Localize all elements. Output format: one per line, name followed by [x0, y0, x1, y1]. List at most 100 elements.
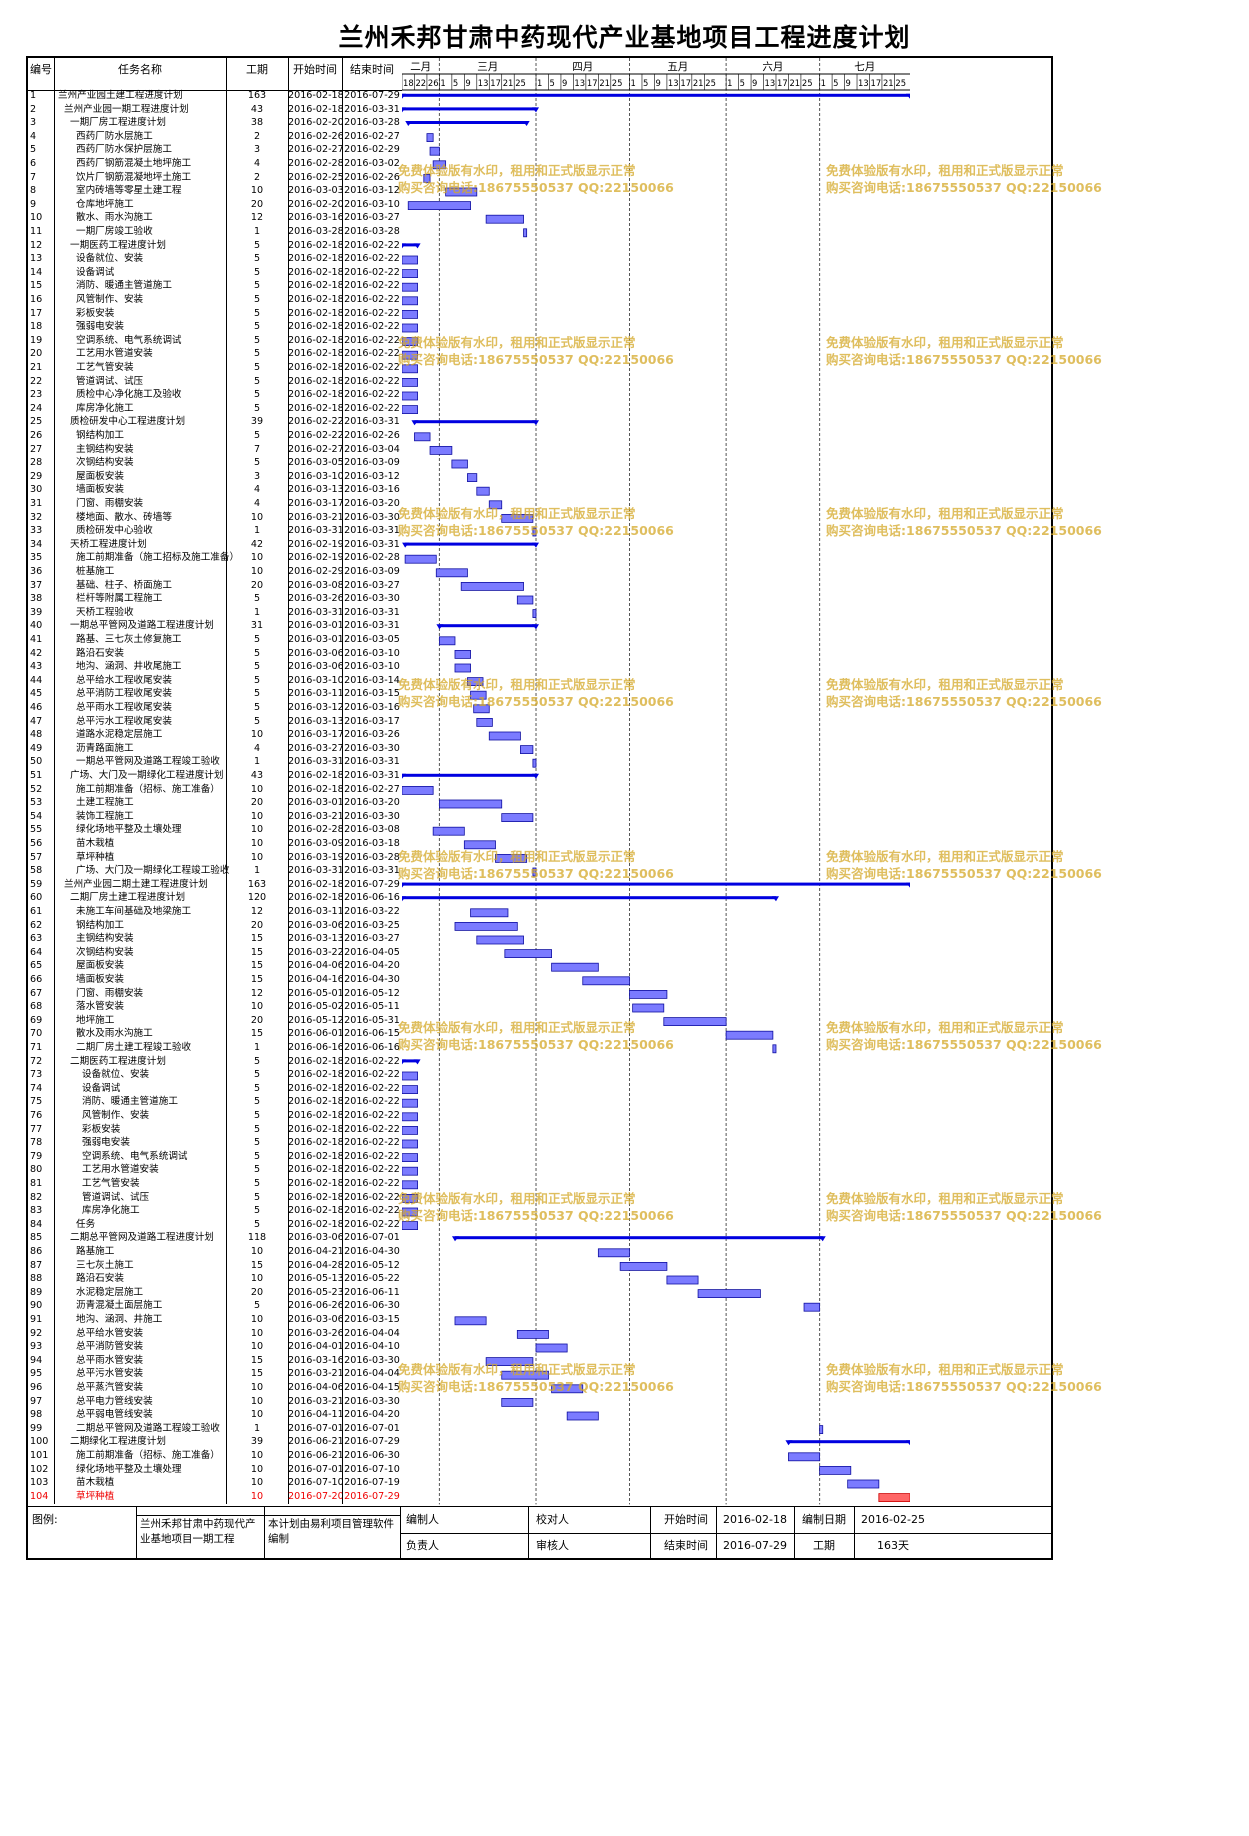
task-end: 2016-03-31	[344, 606, 400, 618]
table-row: 52 施工前期准备（招标、施工准备） 10 2016-02-18 2016-02-27	[28, 783, 402, 799]
task-duration: 5	[253, 688, 261, 700]
task-name: 一期厂房工程进度计划	[70, 117, 166, 129]
task-bar	[532, 609, 537, 618]
task-duration: 20	[250, 198, 264, 210]
task-end: 2016-04-20	[344, 1409, 400, 1421]
task-start: 2016-03-17	[288, 729, 342, 741]
table-row: 17 彩板安装 5 2016-02-18 2016-02-22	[28, 307, 402, 323]
task-end: 2016-04-15	[344, 1382, 400, 1393]
task-duration: 5	[253, 375, 261, 387]
task-start: 2016-06-16	[288, 1042, 342, 1053]
day-tick-label: 21	[693, 78, 704, 88]
footer-date-value: 2016-02-25	[861, 1513, 925, 1527]
task-start: 2016-02-18	[288, 266, 342, 278]
task-duration: 1	[253, 1422, 261, 1434]
summary-bar	[414, 420, 537, 424]
task-name: 水泥稳定层施工	[76, 1286, 144, 1298]
task-bar	[445, 187, 478, 197]
day-tick-label: 1	[440, 78, 445, 88]
summary-bar-start-marker	[402, 1059, 406, 1065]
summary-bar	[402, 773, 537, 777]
task-start: 2016-03-21	[288, 1395, 342, 1407]
task-bar	[501, 1370, 549, 1380]
task-start: 2016-03-06	[288, 919, 342, 931]
task-id: 77	[30, 1123, 43, 1135]
task-end: 2016-03-28	[344, 226, 400, 237]
task-end: 2016-02-28	[344, 552, 400, 564]
table-row: 44 总平给水工程收尾安装 5 2016-03-10 2016-03-14	[28, 674, 402, 690]
task-duration: 5	[253, 280, 261, 292]
task-start: 2016-05-13	[288, 1273, 342, 1285]
table-row: 5 西药厂防水保护层施工 3 2016-02-27 2016-02-29	[28, 143, 402, 159]
task-duration: 15	[250, 946, 264, 958]
day-tick-label: 18	[403, 78, 414, 88]
summary-bar-start-marker	[402, 882, 406, 888]
task-id: 6	[30, 158, 37, 169]
table-row: 101 施工前期准备（招标、施工准备） 10 2016-06-21 2016-06-30	[28, 1449, 402, 1465]
footer-duration-value: 163天	[877, 1539, 909, 1553]
table-row: 77 彩板安装 5 2016-02-18 2016-02-22	[28, 1123, 402, 1139]
task-id: 104	[30, 1490, 49, 1502]
task-duration: 163	[247, 90, 267, 101]
table-row: 87 三七灰土施工 15 2016-04-28 2016-05-12	[28, 1259, 402, 1275]
task-bar	[501, 813, 534, 822]
task-start: 2016-02-18	[288, 878, 342, 890]
task-start: 2016-03-21	[288, 511, 342, 523]
day-tick-label: 9	[752, 78, 757, 88]
task-bar	[429, 146, 440, 156]
table-row: 11 一期厂房竣工验收 1 2016-03-28 2016-03-28	[28, 225, 402, 241]
task-duration: 5	[253, 1178, 261, 1189]
task-start: 2016-02-18	[288, 1164, 342, 1176]
task-duration: 5	[253, 1191, 261, 1203]
task-start: 2016-06-21	[288, 1450, 342, 1461]
task-end: 2016-02-22	[344, 280, 400, 292]
task-duration: 10	[250, 783, 264, 795]
month-label: 六月	[762, 61, 783, 73]
day-tick-label: 22	[415, 78, 426, 88]
task-name: 总平弱电管线安装	[76, 1409, 153, 1421]
task-start: 2016-03-21	[288, 810, 342, 822]
footer-table: 图例: 兰州禾邦甘肃中药现代产业基地项目一期工程 本计划由易利项目管理软件编制 …	[28, 1506, 1051, 1560]
task-bar	[803, 1302, 821, 1312]
task-duration: 5	[253, 1123, 261, 1135]
task-start: 2016-04-16	[288, 974, 342, 985]
task-duration: 1	[253, 865, 261, 877]
day-tick-label: 21	[789, 78, 800, 88]
task-id: 90	[30, 1300, 43, 1312]
summary-bar-start-marker	[402, 542, 410, 548]
day-tick-label: 1	[631, 78, 636, 88]
task-start: 2016-05-12	[288, 1014, 342, 1026]
task-end: 2016-03-04	[344, 443, 400, 455]
task-id: 42	[30, 647, 43, 659]
task-end: 2016-03-30	[344, 511, 400, 523]
task-name: 施工前期准备（招标、施工准备）	[76, 1450, 220, 1461]
task-name: 总平污水工程收尾安装	[76, 715, 172, 727]
task-id: 49	[30, 742, 43, 754]
task-start: 2016-03-01	[288, 620, 342, 632]
task-start: 2016-04-01	[288, 1341, 342, 1353]
summary-bar	[402, 243, 418, 247]
task-id: 75	[30, 1096, 43, 1108]
task-name: 室内砖墙等零星土建工程	[76, 185, 182, 197]
task-end: 2016-06-30	[344, 1300, 400, 1312]
task-name: 门窗、雨棚安装	[76, 498, 144, 509]
task-id: 103	[30, 1477, 49, 1489]
task-bar	[551, 1384, 584, 1394]
task-duration: 5	[253, 294, 261, 305]
task-name: 装饰工程施工	[76, 810, 134, 822]
task-start: 2016-06-01	[288, 1028, 342, 1040]
day-tick-label: 9	[846, 78, 851, 88]
task-id: 7	[30, 171, 37, 183]
month-label: 二月	[410, 61, 431, 73]
task-name: 管道调试、试压	[76, 375, 144, 387]
task-name: 路基、三七灰土修复施工	[76, 634, 182, 645]
task-duration: 4	[253, 742, 261, 754]
header-end: 结束时间	[350, 63, 394, 76]
task-id: 26	[30, 430, 43, 441]
task-id: 41	[30, 634, 43, 645]
task-id: 63	[30, 933, 43, 945]
day-tick-label: 17	[587, 78, 598, 88]
task-name: 一期总平管网及道路工程竣工验收	[76, 756, 220, 768]
task-start: 2016-03-11	[288, 906, 342, 917]
task-name: 地沟、涵洞、井收尾施工	[76, 661, 182, 673]
